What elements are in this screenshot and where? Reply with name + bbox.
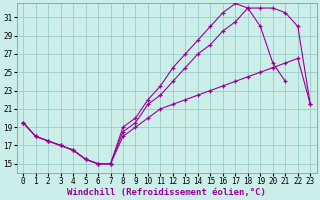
- X-axis label: Windchill (Refroidissement éolien,°C): Windchill (Refroidissement éolien,°C): [67, 188, 266, 197]
